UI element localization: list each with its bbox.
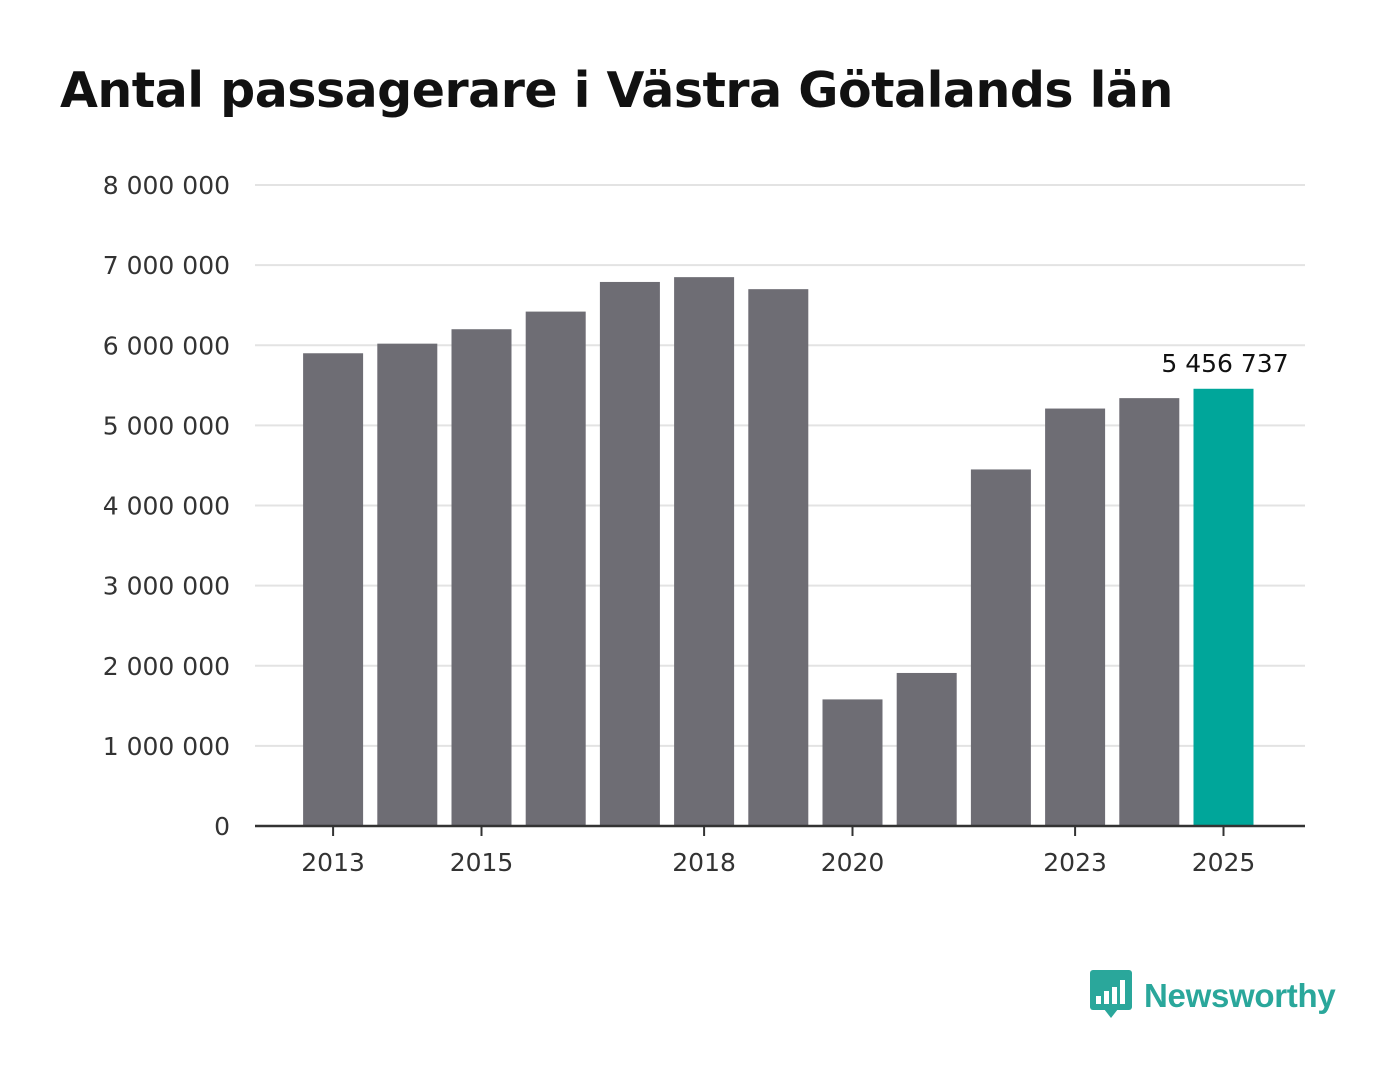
y-tick-label: 4 000 000 <box>103 492 230 521</box>
bar-2016 <box>525 311 586 826</box>
x-tick-label: 2023 <box>1043 848 1107 877</box>
chart-title: Antal passagerare i Västra Götalands län <box>60 62 1173 119</box>
bar-2024 <box>1119 398 1180 826</box>
x-tick-label: 2018 <box>672 848 736 877</box>
bar-2021 <box>896 672 957 826</box>
y-tick-label: 2 000 000 <box>103 652 230 681</box>
bar-2015 <box>451 329 512 826</box>
bar-2019 <box>748 289 809 827</box>
x-tick-label: 2013 <box>301 848 365 877</box>
y-tick-label: 1 000 000 <box>103 732 230 761</box>
bar-highlight-2025 <box>1193 388 1254 826</box>
bar-2022 <box>970 469 1031 826</box>
brand-name: Newsworthy <box>1144 977 1336 1014</box>
x-tick-label: 2020 <box>821 848 885 877</box>
bar-chart-speech-bubble-icon <box>1090 970 1132 1018</box>
bar-2014 <box>377 343 438 826</box>
y-tick-label: 3 000 000 <box>103 572 230 601</box>
y-tick-label: 5 000 000 <box>103 411 230 440</box>
y-tick-label: 6 000 000 <box>103 331 230 360</box>
y-tick-label: 0 <box>214 812 230 841</box>
bar-chart: 0 1 000 000 2 000 000 3 000 000 4 000 000 5 0… <box>103 171 1305 877</box>
bar-2020 <box>822 699 883 826</box>
bar-2018 <box>674 277 735 826</box>
x-tick-label: 2025 <box>1192 848 1256 877</box>
x-tick-label: 2015 <box>450 848 514 877</box>
bar-2017 <box>599 281 660 826</box>
brand-logo: Newsworthy <box>1090 970 1336 1022</box>
y-tick-label: 7 000 000 <box>103 251 230 280</box>
y-tick-label: 8 000 000 <box>103 171 230 200</box>
bar-2023 <box>1045 408 1106 826</box>
data-label-2025: 5 456 737 <box>1161 349 1288 378</box>
bar-2013 <box>303 353 364 826</box>
